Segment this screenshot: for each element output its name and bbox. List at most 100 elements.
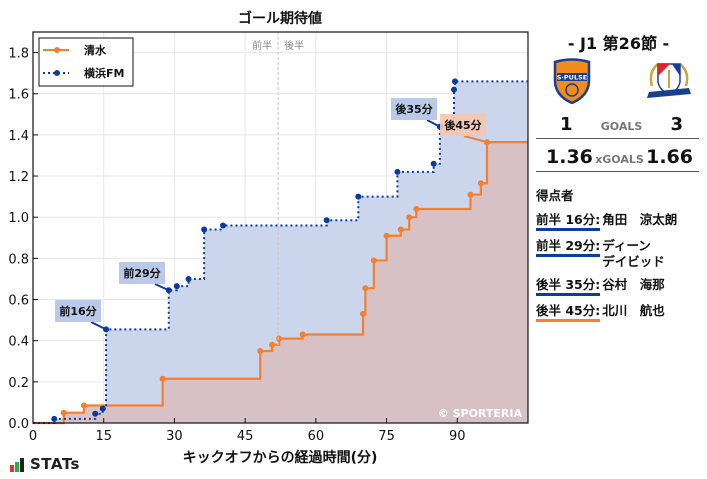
data-point (477, 180, 484, 187)
goals-row: 1 GOALS 3 (536, 114, 699, 139)
data-point (413, 205, 420, 212)
y-tick-label: 1.4 (8, 129, 29, 144)
y-tick-label: 0.4 (8, 335, 29, 350)
scorer-item: 後半 45分: 北川 航也 (536, 303, 707, 322)
data-point (397, 226, 404, 233)
series-line-home (33, 140, 528, 425)
scorer-name: 北川 航也 (602, 303, 665, 318)
data-point (299, 331, 306, 338)
away-xg: 1.66 (646, 146, 693, 168)
round-title: - J1 第26節 - (567, 34, 670, 53)
annotation-label: 前29分 (123, 266, 160, 280)
data-point (362, 285, 369, 292)
chart-title: ゴール期待値 (238, 11, 322, 27)
annotation-arrow (154, 283, 170, 292)
annotation-box (119, 262, 165, 284)
data-point (406, 214, 413, 221)
home-xg: 1.36 (546, 146, 593, 168)
x-tick-label: 30 (166, 429, 183, 444)
xg-chart: ゴール期待値 前半 後半 前16分 前29分 後35分 後45分 0 15 30 45 60 75… (8, 11, 529, 472)
data-point (201, 226, 208, 233)
y-tick-label: 1.0 (8, 211, 29, 226)
x-tick-label: 15 (95, 429, 112, 444)
watermark: © SPORTERIA (438, 407, 523, 420)
x-axis-label: キックオフからの経過時間(分) (182, 450, 378, 466)
svg-text:S·PULSE: S·PULSE (557, 74, 587, 82)
data-point (355, 193, 362, 200)
annotation-box (440, 114, 486, 136)
legend-label: 清水 (84, 43, 107, 57)
scorer-time: 後半 35分: (536, 277, 601, 296)
scorer-name: ディーン デイビッド (602, 238, 665, 269)
y-tick-label: 0.6 (8, 294, 29, 309)
data-point (173, 283, 180, 290)
data-point (60, 409, 67, 416)
scorer-item: 前半 29分: ディーン デイビッド (536, 238, 707, 270)
halftime-marker: 前半 後半 (252, 32, 304, 423)
data-point (219, 222, 226, 229)
s-pulse-crest-icon: S·PULSE (553, 58, 591, 104)
data-point (159, 375, 166, 382)
data-point (394, 168, 401, 175)
data-point (430, 160, 437, 167)
y-tick-label: 1.2 (8, 170, 29, 185)
scorers-title: 得点者 (536, 188, 574, 203)
annotation-arrow (463, 135, 488, 144)
y-tick-label: 1.6 (8, 88, 29, 103)
y-tick-label: 0.8 (8, 252, 29, 267)
second-half-label: 後半 (284, 39, 304, 52)
scorer-item: 前半 16分: 角田 涼太朗 (536, 212, 707, 231)
xgoals-label: xGOALS (595, 153, 644, 166)
scorer-name: 谷村 海那 (602, 277, 665, 292)
x-tick-label: 0 (29, 429, 37, 444)
legend-label: 横浜FM (84, 66, 124, 80)
legend-marker (54, 70, 60, 76)
x-tick-label: 60 (308, 429, 325, 444)
data-point (323, 217, 330, 224)
data-point (450, 86, 457, 93)
data-point (80, 402, 87, 409)
y-tick-label: 0.2 (8, 376, 29, 391)
data-point (370, 257, 377, 264)
legend-box (38, 37, 134, 87)
annotation-label: 後35分 (395, 102, 432, 116)
scorer-time: 後半 45分: (536, 303, 601, 322)
annotation-arrow (426, 119, 441, 128)
axes: 0 15 30 45 60 75 90 0.0 0.2 0.4 0.6 0.8 1.0 1.2 1.4 1.6… (8, 31, 529, 444)
scorers-list: 得点者 前半 16分: 角田 涼太朗 前半 29分: ディーン デイビッド 後半… (536, 185, 707, 329)
x-tick-label: 90 (449, 429, 466, 444)
scorer-item: 後半 35分: 谷村 海那 (536, 277, 707, 296)
brand-name: STATs (30, 455, 80, 473)
scorer-time: 前半 16分: (536, 212, 601, 231)
first-half-label: 前半 (252, 39, 272, 52)
xgoals-row: 1.36 xGOALS 1.66 (536, 146, 699, 172)
data-point (257, 347, 264, 354)
data-point (467, 191, 474, 198)
x-tick-label: 75 (378, 429, 395, 444)
annotation-label: 後45分 (444, 118, 481, 132)
away-goals: 3 (670, 114, 683, 135)
scorer-name: 角田 涼太朗 (602, 212, 678, 227)
data-point (269, 341, 276, 348)
series-lines (33, 78, 528, 425)
data-point (99, 405, 106, 412)
data-point (451, 78, 458, 85)
data-point (383, 232, 390, 239)
data-point (92, 410, 99, 417)
annotation-arrow (90, 321, 107, 331)
plot-frame (32, 31, 529, 424)
stats-logo: STATs (10, 457, 80, 472)
y-tick-label: 0.0 (8, 417, 29, 432)
marinos-crest-icon (647, 63, 691, 98)
scorer-time: 前半 29分: (536, 238, 601, 257)
annotation-box (391, 98, 437, 120)
annotation-label: 前16分 (59, 304, 96, 318)
y-tick-label: 1.8 (8, 47, 29, 62)
annotation-box (55, 300, 101, 322)
goals-label: GOALS (600, 120, 643, 133)
area-fills (33, 81, 528, 424)
data-point (360, 310, 366, 317)
